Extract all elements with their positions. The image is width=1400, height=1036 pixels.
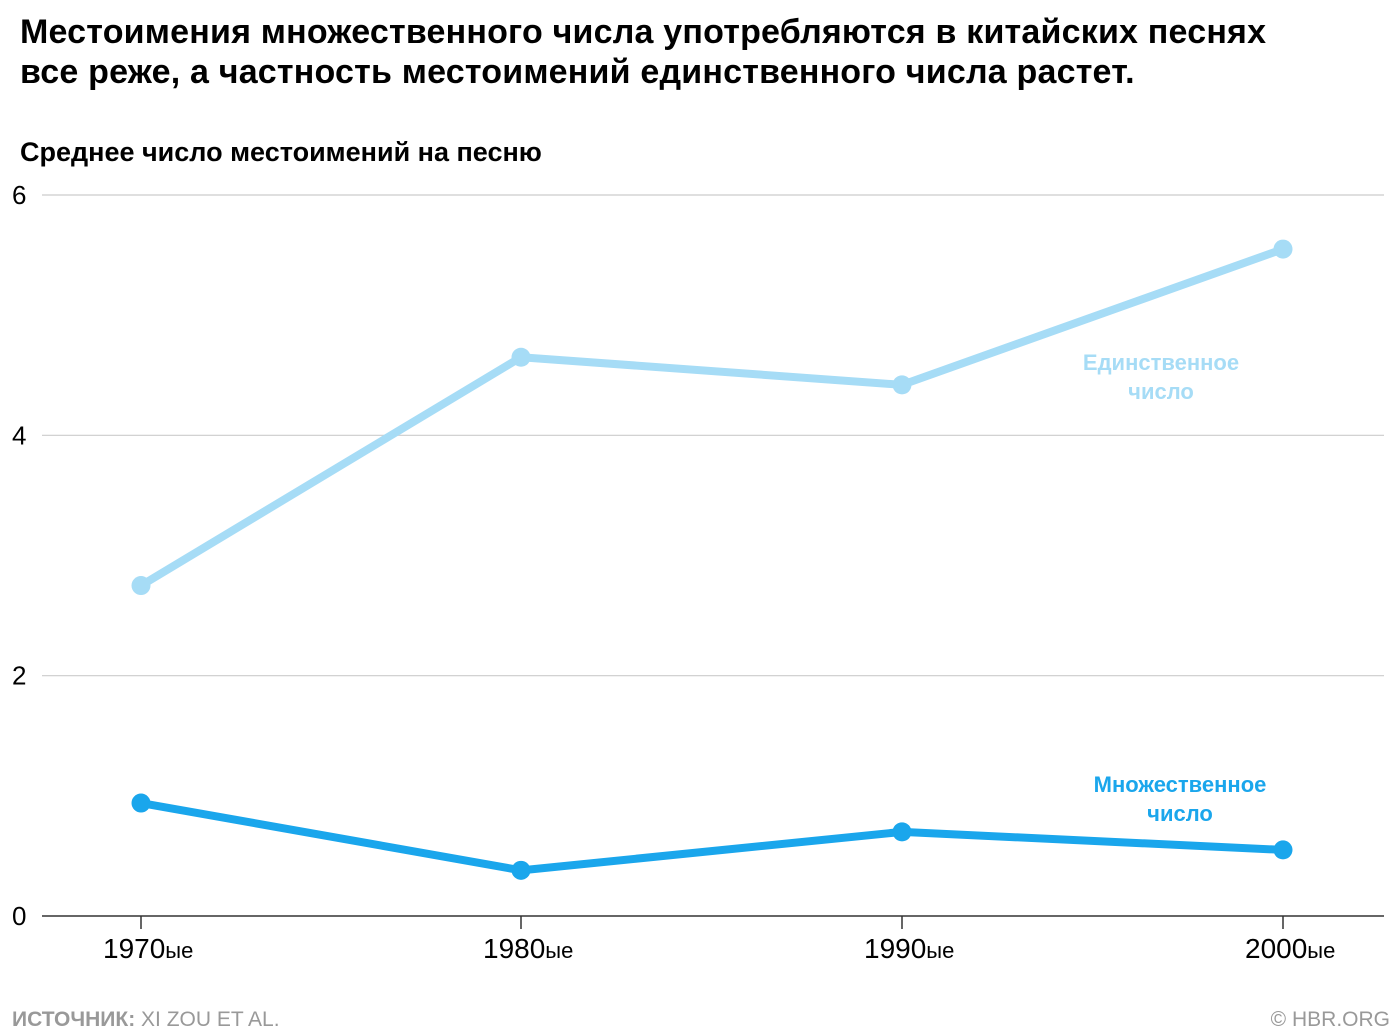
series-label: Единственное <box>1083 350 1239 375</box>
x-tick-label: 1980ые <box>483 933 573 964</box>
chart-title-line-1: Местоимения множественного числа употреб… <box>20 13 1267 51</box>
x-tick-label: 1990ые <box>864 933 954 964</box>
data-point <box>131 576 151 596</box>
series-label: число <box>1128 379 1194 404</box>
x-tick-label: 2000ые <box>1245 933 1335 964</box>
series-label: число <box>1147 801 1213 826</box>
source-note: ИСТОЧНИК: XI ZOU ET AL. <box>12 1008 280 1032</box>
series-line <box>137 799 1287 875</box>
series-labels: Единственное число Множественное число <box>1083 350 1266 826</box>
source-label: ИСТОЧНИК: <box>12 1008 136 1031</box>
source-text: XI ZOU ET AL. <box>135 1008 280 1031</box>
x-axis: 1970ые 1980ые 1990ые 2000ые <box>42 915 1384 964</box>
chart-title: Местоимения множественного числа употреб… <box>20 12 1390 92</box>
data-point <box>1273 239 1293 259</box>
y-tick-label: 2 <box>12 661 26 691</box>
data-point <box>892 822 912 842</box>
y-tick-label: 4 <box>12 420 26 450</box>
y-tick-label: 0 <box>12 901 26 931</box>
credit: © HBR.ORG <box>1270 1008 1390 1031</box>
line-chart: 0 2 4 6 1970ые 1980ые 1990ые 2000ые Единственн… <box>12 180 1384 964</box>
series-lines <box>131 239 1293 880</box>
chart-title-line-2: все реже, а частность местоимений единст… <box>20 53 1135 91</box>
grid-lines <box>42 194 1384 677</box>
series-label: Множественное <box>1094 772 1267 797</box>
data-point <box>1273 840 1293 860</box>
data-point <box>131 793 151 813</box>
series-line <box>137 245 1287 590</box>
data-point <box>892 375 912 395</box>
x-tick-label: 1970ые <box>103 933 193 964</box>
y-tick-label: 6 <box>12 180 26 210</box>
data-point <box>511 860 531 880</box>
data-point <box>511 347 531 367</box>
y-tick-labels: 0 2 4 6 <box>12 180 26 931</box>
y-axis-title: Среднее число местоимений на песню <box>20 137 542 167</box>
